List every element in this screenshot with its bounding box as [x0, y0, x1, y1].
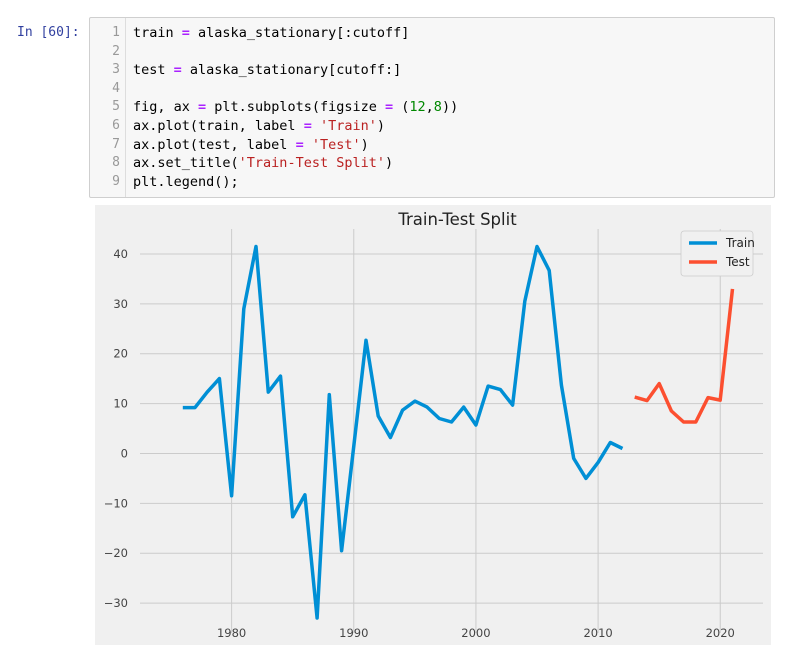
line-number: 7: [112, 136, 120, 152]
code-text: ax.plot(test, label = 'Test'): [133, 136, 369, 153]
code-text: plt.legend();: [133, 173, 239, 190]
code-line[interactable]: 4: [90, 80, 774, 99]
figure-background: [95, 205, 771, 645]
plot-output: 1980 1990 2000 2010 2020 −30 −20 −10 0 10 20 30 40 Tr…: [95, 205, 771, 645]
line-number: 3: [112, 62, 120, 78]
code-line[interactable]: 3 test = alaska_stationary[cutoff:]: [90, 61, 774, 80]
x-tick-label: 2010: [583, 626, 612, 640]
line-number: 5: [112, 99, 120, 115]
cell-prompt: In [60]:: [17, 25, 80, 40]
legend-label-train: Train: [725, 236, 755, 250]
line-number: 2: [112, 43, 120, 59]
series-line-train: [182, 244, 624, 620]
y-tick-label: 20: [113, 347, 128, 361]
code-line[interactable]: 1 train = alaska_stationary[:cutoff]: [90, 24, 774, 43]
code-line[interactable]: 9 plt.legend();: [90, 173, 774, 192]
code-text: test = alaska_stationary[cutoff:]: [133, 62, 402, 79]
y-tick-label: 30: [113, 297, 128, 311]
x-tick-label: 2020: [706, 626, 735, 640]
x-tick-label: 2000: [461, 626, 490, 640]
line-number: 6: [112, 118, 120, 133]
x-tick-label: 1980: [217, 626, 246, 640]
code-cell-editor[interactable]: 1 train = alaska_stationary[:cutoff] 2 3 tes…: [89, 17, 775, 198]
code-text: train = alaska_stationary[:cutoff]: [133, 25, 410, 41]
y-tick-label: 0: [121, 446, 128, 460]
code-line[interactable]: 6 ax.plot(train, label = 'Train'): [90, 117, 774, 136]
series-line-test: [634, 288, 735, 424]
y-tick-label: −30: [104, 596, 128, 610]
y-tick-label: 10: [113, 397, 128, 411]
code-text: ax.plot(train, label = 'Train'): [133, 118, 386, 134]
y-tick-label: −10: [104, 496, 128, 510]
train-test-chart: 1980 1990 2000 2010 2020 −30 −20 −10 0 10 20 30 40 Tr…: [95, 205, 771, 645]
line-number: 8: [112, 155, 120, 171]
line-number-gutter: [90, 18, 126, 197]
code-line[interactable]: 8 ax.set_title('Train-Test Split'): [90, 154, 774, 173]
code-text: fig, ax = plt.subplots(figsize = (12,8)): [133, 99, 459, 116]
legend-label-test: Test: [725, 255, 750, 269]
line-number: 1: [112, 25, 120, 40]
code-text: ax.set_title('Train-Test Split'): [133, 155, 394, 172]
code-line[interactable]: 5 fig, ax = plt.subplots(figsize = (12,8)…: [90, 98, 774, 117]
code-line[interactable]: 2: [90, 43, 774, 62]
line-number: 4: [112, 80, 120, 96]
y-tick-label: −20: [104, 546, 128, 560]
code-line[interactable]: 7 ax.plot(test, label = 'Test'): [90, 136, 774, 155]
chart-title: Train-Test Split: [397, 210, 517, 229]
line-number: 9: [112, 173, 120, 189]
x-tick-label: 1990: [339, 626, 368, 640]
y-tick-label: 40: [113, 247, 128, 261]
